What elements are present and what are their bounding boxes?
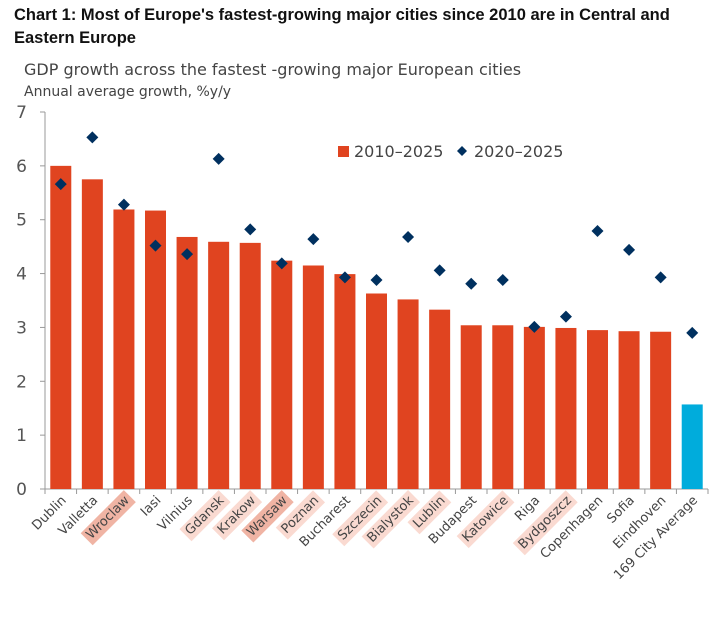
bar-wroclaw <box>113 209 135 489</box>
point-bucharest <box>338 271 351 284</box>
point-riga <box>528 320 541 333</box>
point-szczecin <box>370 274 383 287</box>
point-poznan <box>307 233 320 246</box>
x-label-highlight <box>212 490 263 541</box>
bar-valletta <box>81 179 103 490</box>
bar-dublin <box>50 165 72 489</box>
point-krakow <box>244 223 257 236</box>
x-label-highlight <box>80 490 136 546</box>
bar-riga <box>523 326 545 489</box>
bar-lublin <box>429 309 451 489</box>
bar-vilnius <box>176 236 198 489</box>
x-label-highlight <box>241 490 294 543</box>
point-bialystok <box>402 230 415 243</box>
y-tick-label: 4 <box>16 265 27 285</box>
y-tick-label: 3 <box>16 318 27 338</box>
bar-bucharest <box>334 274 356 489</box>
point-bydgoszcz <box>559 310 572 323</box>
point-copenhagen <box>591 225 604 238</box>
y-tick-label: 6 <box>16 157 27 177</box>
y-tick-label: 2 <box>16 372 27 392</box>
x-label-highlight <box>361 490 421 549</box>
point-iasi <box>149 239 162 252</box>
point-warsaw <box>275 257 288 270</box>
point-valletta <box>86 131 99 144</box>
x-label-highlight <box>179 490 231 542</box>
bar-poznan <box>302 265 324 489</box>
bar-169-city-average <box>681 404 703 489</box>
point-gdansk <box>212 152 225 165</box>
y-tick-label: 7 <box>16 103 27 123</box>
x-label-highlight <box>407 490 452 535</box>
point-lublin <box>433 264 446 277</box>
y-tick-label: 5 <box>16 211 27 231</box>
y-axis-label: Annual average growth, %y/y <box>24 84 232 100</box>
point-169-city-average <box>686 326 699 339</box>
point-dublin <box>54 178 67 191</box>
bar-iasi <box>145 210 166 489</box>
bar-budapest <box>460 325 482 489</box>
x-label-highlight <box>512 490 578 556</box>
legend-label-diamond: 2020–2025 <box>474 142 563 161</box>
point-vilnius <box>181 248 194 261</box>
point-wroclaw <box>117 198 130 211</box>
point-budapest <box>465 277 478 290</box>
bar-copenhagen <box>587 330 608 489</box>
bar-bialystok <box>397 299 419 489</box>
x-label-highlight <box>275 490 326 540</box>
y-tick-label: 1 <box>16 426 27 446</box>
x-tick-label-group: Iasi <box>138 493 164 519</box>
bar-katowice <box>492 325 514 489</box>
point-sofia <box>623 243 636 256</box>
chart-subtitle: GDP growth across the fastest -growing m… <box>24 60 522 79</box>
bar-warsaw <box>271 260 293 489</box>
bar-szczecin <box>366 293 387 489</box>
point-katowice <box>496 274 509 287</box>
bar-sofia <box>618 331 640 489</box>
bar-bydgoszcz <box>555 327 577 489</box>
chart-title: Chart 1: Most of Europe's fastest-growin… <box>14 6 670 47</box>
legend-label-bar: 2010–2025 <box>354 142 443 161</box>
bar-gdansk <box>208 241 230 489</box>
x-label-highlight <box>332 490 389 547</box>
x-tick-label: Iasi <box>138 493 164 519</box>
legend-swatch-diamond <box>457 146 467 156</box>
bar-eindhoven <box>650 331 672 489</box>
bar-krakow <box>239 242 261 489</box>
legend-swatch-bar <box>338 146 349 157</box>
point-eindhoven <box>654 271 667 284</box>
x-label-highlight <box>456 490 515 549</box>
y-tick-label: 0 <box>16 480 27 500</box>
